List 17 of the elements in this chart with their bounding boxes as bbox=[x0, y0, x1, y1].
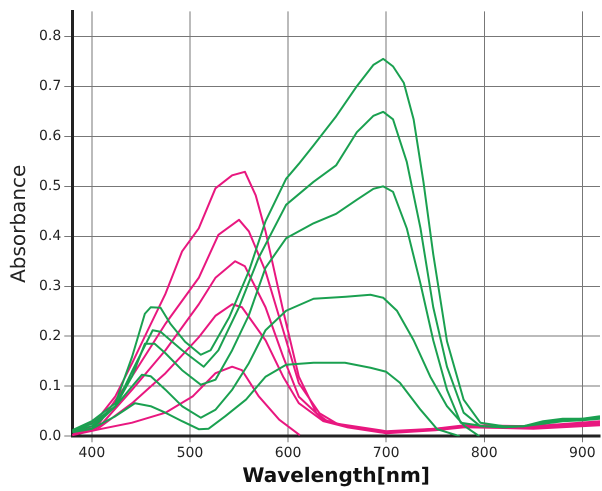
x-tick-label: 500 bbox=[176, 445, 204, 462]
x-tick-label: 400 bbox=[78, 445, 106, 462]
x-tick-label: 900 bbox=[568, 445, 596, 462]
y-axis-title: Absorbance bbox=[6, 164, 30, 283]
x-tick-label: 600 bbox=[274, 445, 302, 462]
y-tick-label: 0.8 bbox=[39, 28, 62, 44]
y-tick-label: 0.6 bbox=[39, 128, 62, 144]
y-tick-label: 0.5 bbox=[39, 178, 62, 194]
x-axis-title: Wavelength[nm] bbox=[242, 463, 430, 488]
y-tick-label: 0.1 bbox=[39, 378, 62, 394]
y-tick-label: 0.0 bbox=[39, 428, 62, 444]
x-tick-label: 700 bbox=[372, 445, 400, 462]
x-tick-label: 800 bbox=[470, 445, 498, 462]
y-tick-label: 0.2 bbox=[39, 328, 62, 344]
y-tick-label: 0.4 bbox=[39, 228, 62, 244]
y-tick-label: 0.7 bbox=[39, 78, 62, 94]
y-tick-label: 0.3 bbox=[39, 278, 62, 294]
